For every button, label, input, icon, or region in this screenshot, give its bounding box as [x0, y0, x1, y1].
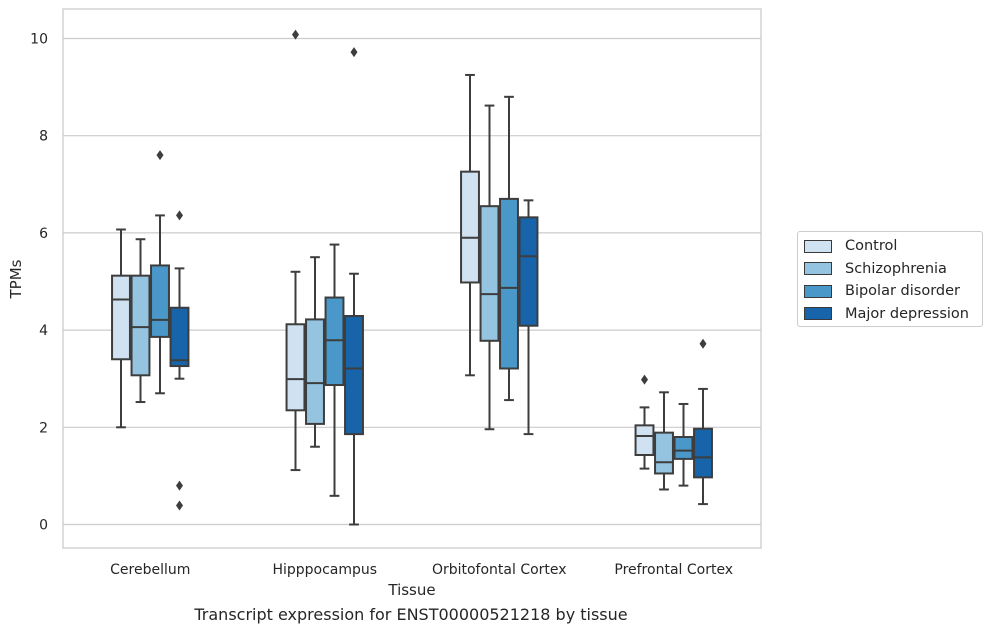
box — [693, 338, 713, 506]
outlier-point — [176, 210, 183, 221]
box-body — [150, 264, 170, 338]
legend-item: Control — [804, 235, 982, 258]
box — [479, 104, 500, 431]
legend-swatch — [804, 284, 832, 298]
legend-item: Major depression — [804, 303, 982, 326]
box-body — [518, 216, 539, 327]
box-body — [344, 315, 364, 436]
box-groups — [111, 29, 713, 526]
box-body — [130, 274, 151, 377]
box — [518, 199, 539, 436]
box — [460, 73, 480, 377]
box — [169, 210, 190, 511]
y-tick-label: 0 — [39, 518, 48, 534]
box — [111, 228, 131, 429]
box-body — [169, 306, 190, 368]
outlier-point — [350, 47, 358, 58]
tick-labels: 0 2 4 6 8 10 Cerebellum Hipppocampus Orbitofonta… — [30, 32, 733, 579]
x-tick-label: Cerebellum — [110, 562, 190, 578]
legend-item: Bipolar disorder — [804, 280, 982, 303]
chart-caption: Transcript expression for ENST0000052121… — [194, 605, 628, 624]
x-tick-label: Orbitofontal Cortex — [432, 562, 567, 578]
box — [150, 150, 170, 395]
x-axis-title: Tissue — [387, 581, 435, 599]
outlier-point — [156, 150, 164, 161]
legend: Control Schizophrenia Bipolar disorder Majo… — [797, 231, 983, 327]
box-body — [693, 427, 713, 479]
outlier-point — [176, 500, 183, 511]
outlier-point — [641, 374, 648, 385]
x-tick-label: Prefrontal Cortex — [614, 562, 733, 578]
legend-label: Bipolar disorder — [845, 283, 960, 300]
box — [130, 238, 151, 404]
legend-label: Major depression — [845, 305, 969, 322]
box — [673, 402, 694, 487]
box-body — [460, 170, 480, 284]
y-tick-label: 10 — [30, 32, 48, 48]
legend-item: Schizophrenia — [804, 258, 982, 281]
legend-label: Control — [845, 238, 898, 255]
legend-label: Schizophrenia — [845, 260, 947, 277]
box-body — [285, 323, 306, 412]
box-body — [654, 431, 674, 475]
y-tick-label: 2 — [39, 420, 48, 436]
outlier-point — [699, 338, 707, 349]
y-axis-title: TPMs — [7, 259, 25, 299]
outlier-point — [176, 480, 183, 491]
box-body — [499, 197, 519, 370]
legend-swatch — [804, 239, 832, 253]
x-tick-label: Hipppocampus — [272, 562, 377, 578]
legend-swatch — [804, 262, 832, 276]
box-body — [673, 436, 694, 460]
box — [634, 374, 655, 470]
box — [654, 391, 674, 491]
outlier-point — [292, 29, 299, 40]
y-tick-label: 8 — [39, 129, 48, 145]
y-tick-label: 4 — [39, 323, 48, 339]
box — [324, 243, 345, 497]
box — [344, 47, 364, 526]
y-tick-label: 6 — [39, 226, 48, 242]
box — [305, 256, 325, 448]
box-body — [305, 318, 325, 425]
box-body — [634, 424, 655, 457]
box — [499, 95, 519, 402]
legend-swatch — [804, 307, 832, 321]
box — [285, 29, 306, 472]
box-body — [111, 274, 131, 361]
box-body — [479, 205, 500, 342]
